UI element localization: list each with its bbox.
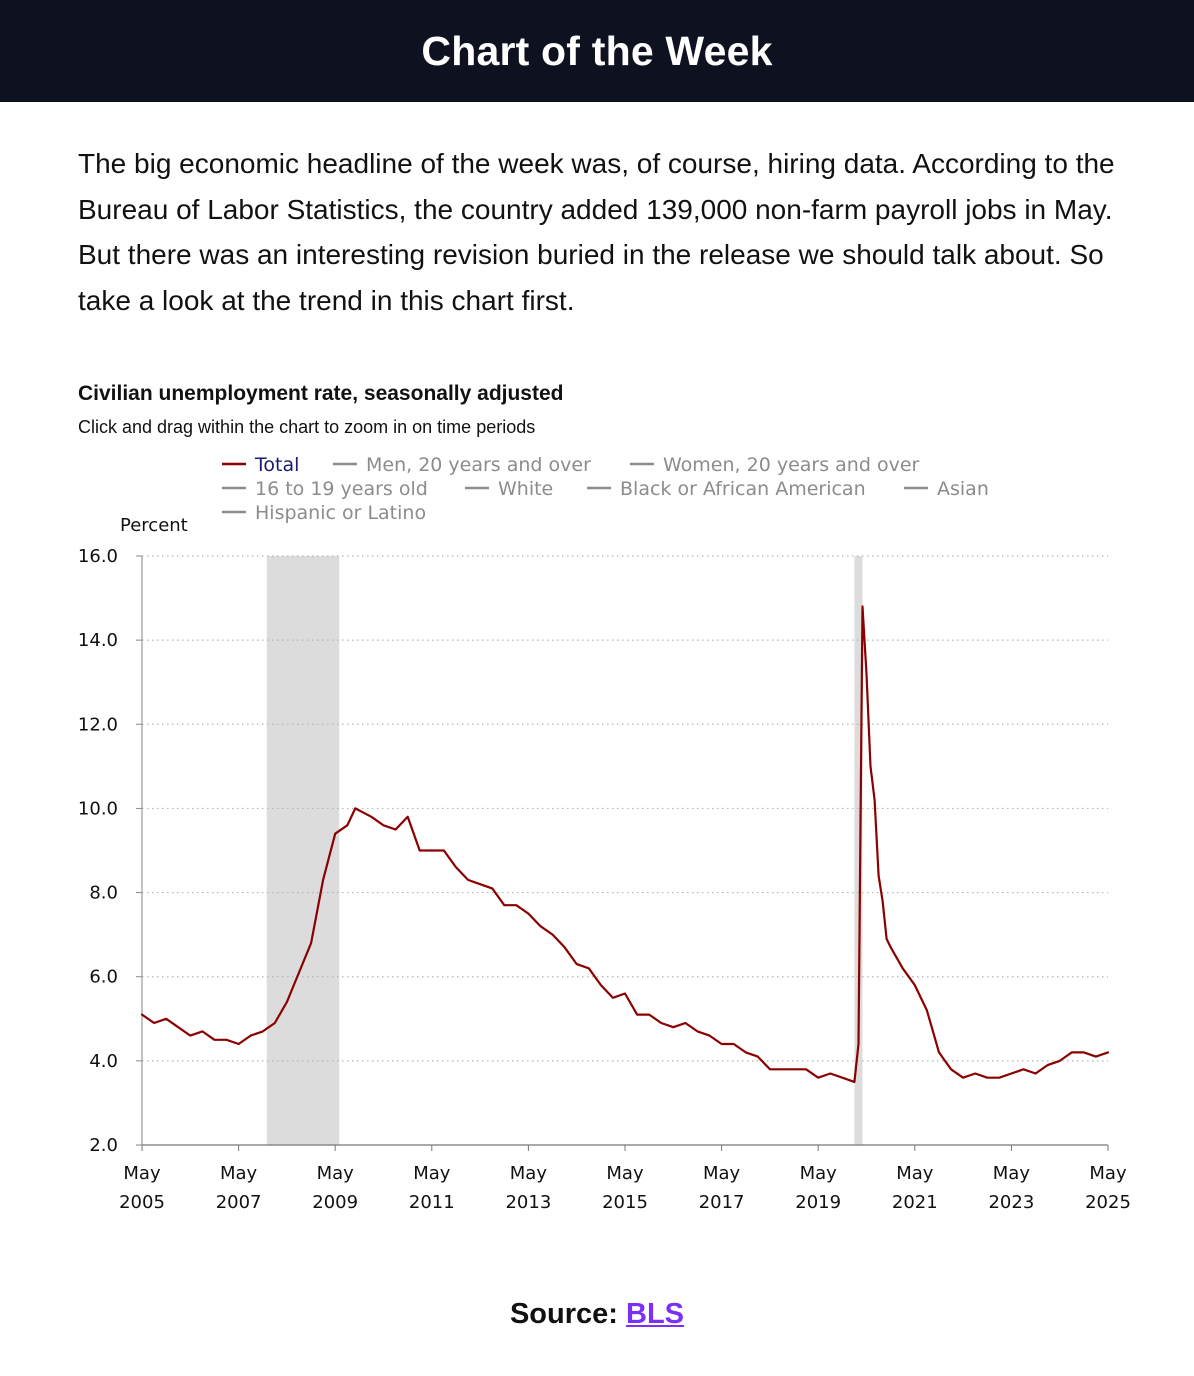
x-tick-label-month: May: [606, 1163, 644, 1184]
y-tick-label-10.0: 10.0: [78, 798, 118, 819]
x-tick-label-year: 2025: [1085, 1192, 1131, 1213]
y-tick-label-8.0: 8.0: [89, 883, 118, 904]
chart-subtitle: Click and drag within the chart to zoom …: [78, 417, 536, 437]
legend-item-men-20-years-and-over[interactable]: Men, 20 years and over: [366, 454, 591, 476]
x-tick-label-month: May: [1089, 1163, 1127, 1184]
legend-item-women-20-years-and-over[interactable]: Women, 20 years and over: [663, 454, 920, 476]
page-title: Chart of the Week: [421, 27, 773, 74]
source-label: Source:: [509, 1298, 618, 1330]
y-tick-label-4.0: 4.0: [89, 1051, 118, 1072]
x-tick-label-year: 2009: [312, 1192, 358, 1213]
x-tick-label-month: May: [413, 1163, 451, 1184]
legend-item-16-to-19-years-old[interactable]: 16 to 19 years old: [255, 478, 428, 500]
x-tick-label-month: May: [510, 1163, 548, 1184]
page-header: Chart of the Week: [0, 0, 1194, 102]
legend-item-asian[interactable]: Asian: [937, 478, 989, 500]
recession-band-2: [854, 556, 863, 1145]
x-tick-label-month: May: [123, 1163, 161, 1184]
chart-title: Civilian unemployment rate, seasonally a…: [78, 382, 564, 405]
x-tick-label-year: 2023: [988, 1192, 1034, 1213]
x-tick-label-year: 2007: [216, 1192, 262, 1213]
legend-item-white[interactable]: White: [498, 478, 553, 500]
x-tick-label-year: 2019: [795, 1192, 841, 1213]
series-line-total[interactable]: [140, 605, 1110, 1084]
y-tick-label-14.0: 14.0: [78, 630, 118, 651]
y-tick-label-12.0: 12.0: [78, 714, 118, 735]
x-tick-label-year: 2021: [892, 1192, 938, 1213]
x-tick-label-month: May: [896, 1163, 934, 1184]
x-tick-label-year: 2017: [699, 1192, 745, 1213]
y-tick-label-6.0: 6.0: [89, 967, 118, 988]
x-tick-label-year: 2005: [119, 1192, 165, 1213]
x-tick-label-month: May: [317, 1163, 355, 1184]
recession-band-1: [266, 556, 340, 1145]
x-tick-label-month: May: [993, 1163, 1031, 1184]
source-line: Source: BLS: [0, 1298, 1194, 1331]
x-tick-label-month: May: [220, 1163, 258, 1184]
x-tick-label-year: 2013: [505, 1192, 551, 1213]
y-tick-label-16.0: 16.0: [78, 546, 118, 567]
x-tick-label-year: 2015: [602, 1192, 648, 1213]
legend-item-total[interactable]: Total: [254, 454, 299, 476]
x-tick-label-month: May: [703, 1163, 741, 1184]
intro-paragraph: The big economic headline of the week wa…: [78, 148, 1115, 316]
x-tick-label-month: May: [800, 1163, 838, 1184]
y-tick-label-2.0: 2.0: [89, 1135, 118, 1156]
legend-item-hispanic-or-latino[interactable]: Hispanic or Latino: [255, 502, 426, 524]
source-link[interactable]: BLS: [626, 1298, 685, 1330]
x-tick-label-year: 2011: [409, 1192, 455, 1213]
y-axis-label: Percent: [120, 515, 188, 536]
legend-item-black-or-african-american[interactable]: Black or African American: [620, 478, 866, 500]
unemployment-chart[interactable]: 16.0 14.0 12.0 10.0 8.0 6.0 4.0 2.0 Percent May 20…: [0, 440, 1194, 1240]
